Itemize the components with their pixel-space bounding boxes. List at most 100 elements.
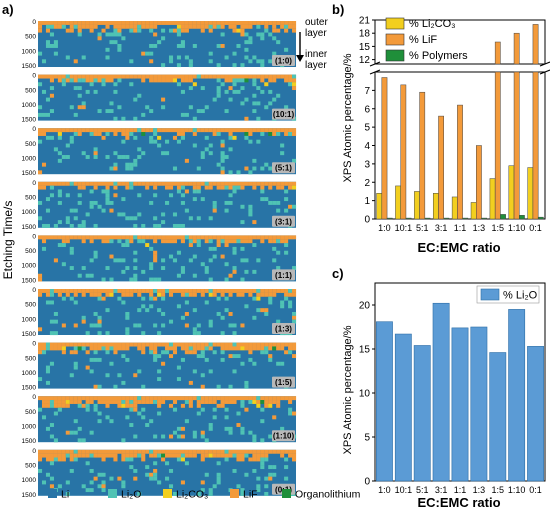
heatmap-cell bbox=[248, 181, 253, 186]
heatmap-cell bbox=[69, 78, 74, 83]
heatmap-cell bbox=[220, 44, 225, 48]
heatmap-cell bbox=[41, 453, 47, 458]
heatmap-cell bbox=[280, 304, 285, 309]
heatmap-cell bbox=[149, 346, 154, 351]
heatmap-cell bbox=[69, 246, 74, 251]
axis-break-mark bbox=[369, 69, 381, 75]
heatmap-cell bbox=[248, 239, 253, 244]
heatmap-cell bbox=[272, 78, 277, 83]
heatmap-cell bbox=[89, 396, 94, 401]
heatmap-cell bbox=[288, 449, 293, 454]
heatmap-cell bbox=[161, 63, 166, 68]
heatmap-cell bbox=[121, 354, 126, 359]
heatmap-cell bbox=[49, 449, 54, 454]
heatmap-cell bbox=[216, 296, 221, 301]
heatmap-cell bbox=[49, 423, 54, 427]
heatmap-cell bbox=[276, 289, 281, 293]
heatmap-cell bbox=[129, 423, 134, 427]
heatmap-cell bbox=[224, 200, 229, 205]
heatmap-cell bbox=[228, 323, 233, 328]
heatmap-cell bbox=[157, 308, 162, 313]
heatmap-cell bbox=[272, 342, 277, 347]
heatmap-y-tick-label: 0 bbox=[32, 233, 36, 240]
heatmap-cell bbox=[224, 181, 229, 186]
heatmap-cell bbox=[73, 216, 78, 221]
heatmap-cell bbox=[145, 128, 150, 133]
heatmap-cell bbox=[89, 289, 94, 293]
strip-label-badge bbox=[272, 215, 295, 227]
x-tick-label-c: 5:1 bbox=[416, 485, 429, 495]
heatmap-cell bbox=[168, 235, 174, 240]
heatmap-cell bbox=[137, 323, 142, 328]
heatmap-cell bbox=[188, 105, 193, 110]
bar-b-li2co3 bbox=[489, 178, 496, 220]
heatmap-cell bbox=[284, 189, 289, 194]
heatmap-cell bbox=[153, 21, 158, 25]
heatmap-cell bbox=[236, 457, 241, 462]
heatmap-cell bbox=[224, 128, 229, 133]
heatmap-cell bbox=[196, 24, 201, 29]
heatmap-cell bbox=[109, 181, 114, 186]
heatmap-cell bbox=[149, 51, 154, 56]
heatmap-cell bbox=[77, 24, 82, 29]
heatmap-cell bbox=[192, 273, 197, 278]
heatmap-cell bbox=[260, 396, 265, 401]
heatmap-cell bbox=[73, 86, 78, 91]
heatmap-cell bbox=[109, 254, 114, 259]
heatmap-cell bbox=[89, 78, 94, 83]
heatmap-cell bbox=[137, 453, 142, 458]
heatmap-cell bbox=[57, 78, 62, 83]
heatmap-cell bbox=[125, 74, 130, 79]
heatmap-cell bbox=[292, 315, 297, 320]
heatmap-cell bbox=[153, 350, 158, 355]
heatmap-cell bbox=[57, 158, 62, 163]
heatmap-cell bbox=[121, 132, 126, 136]
heatmap-cell bbox=[89, 346, 94, 351]
heatmap-cell bbox=[176, 132, 181, 136]
heatmap-cell bbox=[137, 24, 142, 29]
heatmap-cell bbox=[41, 400, 47, 404]
heatmap-cell bbox=[168, 254, 174, 259]
heatmap-cell bbox=[264, 181, 269, 186]
legend-label-lif: LiF bbox=[243, 489, 258, 501]
heatmap-cell bbox=[61, 403, 66, 408]
heatmap-cell bbox=[49, 289, 54, 293]
heatmap-cell bbox=[188, 235, 193, 240]
heatmap-cell bbox=[57, 342, 62, 347]
heatmap-cell bbox=[184, 449, 189, 454]
heatmap-cell bbox=[216, 132, 221, 136]
heatmap-cell bbox=[105, 453, 110, 458]
heatmap-cell bbox=[93, 24, 98, 29]
heatmap-cell bbox=[196, 400, 201, 404]
heatmap-cell bbox=[260, 32, 265, 37]
bar-b-polymers bbox=[462, 217, 469, 220]
heatmap-cell bbox=[176, 44, 181, 48]
heatmap-cell bbox=[180, 289, 185, 293]
heatmap-cell bbox=[77, 193, 82, 198]
heatmap-cell bbox=[89, 82, 94, 87]
heatmap-cell bbox=[264, 346, 269, 351]
heatmap-y-tick-label: 1000 bbox=[22, 424, 37, 431]
heatmap-cell bbox=[208, 143, 213, 148]
heatmap-cell bbox=[57, 193, 62, 198]
heatmap-cell bbox=[240, 426, 245, 431]
heatmap-cell bbox=[292, 185, 297, 190]
heatmap-cell bbox=[89, 181, 94, 186]
heatmap-cell bbox=[264, 400, 269, 404]
heatmap-cell bbox=[204, 346, 209, 351]
heatmap-cell bbox=[232, 181, 237, 186]
heatmap-cell bbox=[157, 223, 162, 228]
heatmap-cell bbox=[240, 457, 245, 462]
heatmap-cell bbox=[196, 491, 201, 496]
heatmap-cell bbox=[176, 55, 181, 60]
heatmap-cell bbox=[101, 480, 106, 485]
heatmap-cell bbox=[208, 151, 213, 156]
heatmap-cell bbox=[288, 342, 293, 347]
heatmap-cell bbox=[141, 181, 146, 186]
heatmap-cell bbox=[176, 185, 181, 190]
heatmap-cell bbox=[188, 342, 193, 347]
heatmap-cell bbox=[93, 449, 98, 454]
heatmap-cell bbox=[208, 369, 213, 374]
heatmap-cell bbox=[133, 28, 138, 33]
